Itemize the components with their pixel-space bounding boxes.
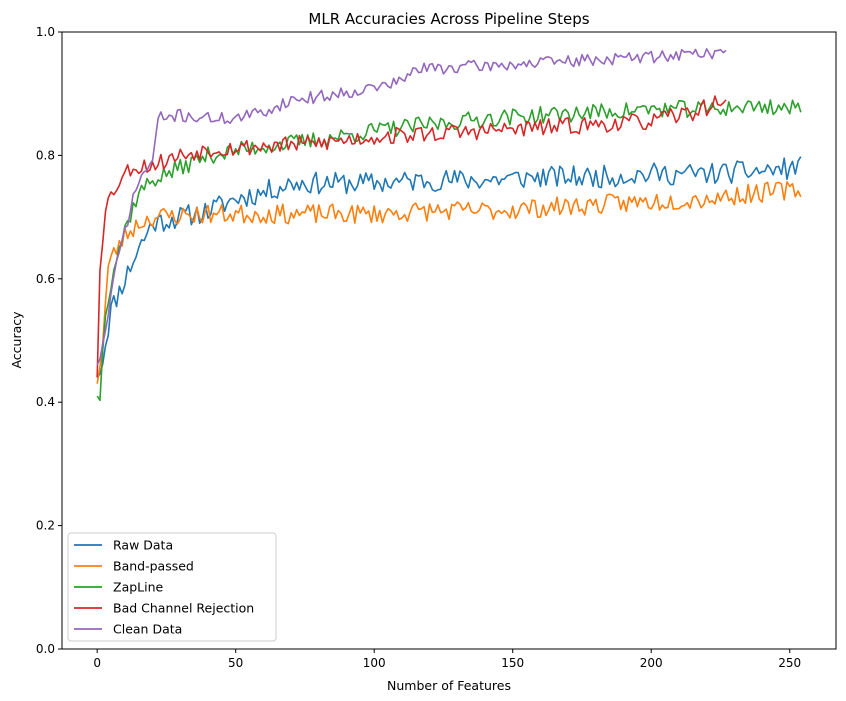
y-tick-label: 0.4 (36, 395, 55, 409)
legend-label: Clean Data (113, 622, 182, 637)
x-tick-label: 0 (93, 656, 101, 670)
y-tick-label: 0.8 (36, 148, 55, 162)
series-line (96, 156, 802, 379)
y-tick-label: 0.0 (36, 642, 55, 656)
y-axis-label: Accuracy (9, 311, 24, 369)
legend-label: Raw Data (113, 538, 173, 553)
series-line (96, 95, 727, 378)
x-tick-label: 150 (501, 656, 524, 670)
series-line (96, 181, 802, 384)
y-tick-label: 0.6 (36, 272, 55, 286)
x-tick-label: 50 (228, 656, 243, 670)
y-tick-label: 0.2 (36, 519, 55, 533)
x-tick-label: 200 (640, 656, 663, 670)
series-line (96, 48, 727, 366)
chart-title: MLR Accuracies Across Pipeline Steps (308, 10, 589, 28)
plot-frame (61, 31, 837, 650)
legend: Raw Data Band-passed ZapLine Bad Channel Re… (67, 532, 277, 642)
x-tick-label: 100 (363, 656, 386, 670)
series-layer (96, 48, 802, 402)
ticks-layer: 0 50 100 150 200 250 0.0 0.2 0.4 0.6 0.8 1.0 (36, 25, 801, 670)
legend-label: Band-passed (113, 559, 194, 574)
legend-label: Bad Channel Rejection (113, 601, 254, 616)
y-tick-label: 1.0 (36, 25, 55, 39)
x-axis-label: Number of Features (387, 678, 511, 693)
x-tick-label: 250 (778, 656, 801, 670)
series-line (96, 99, 802, 402)
legend-label: ZapLine (113, 580, 164, 595)
legend-box (67, 532, 277, 642)
